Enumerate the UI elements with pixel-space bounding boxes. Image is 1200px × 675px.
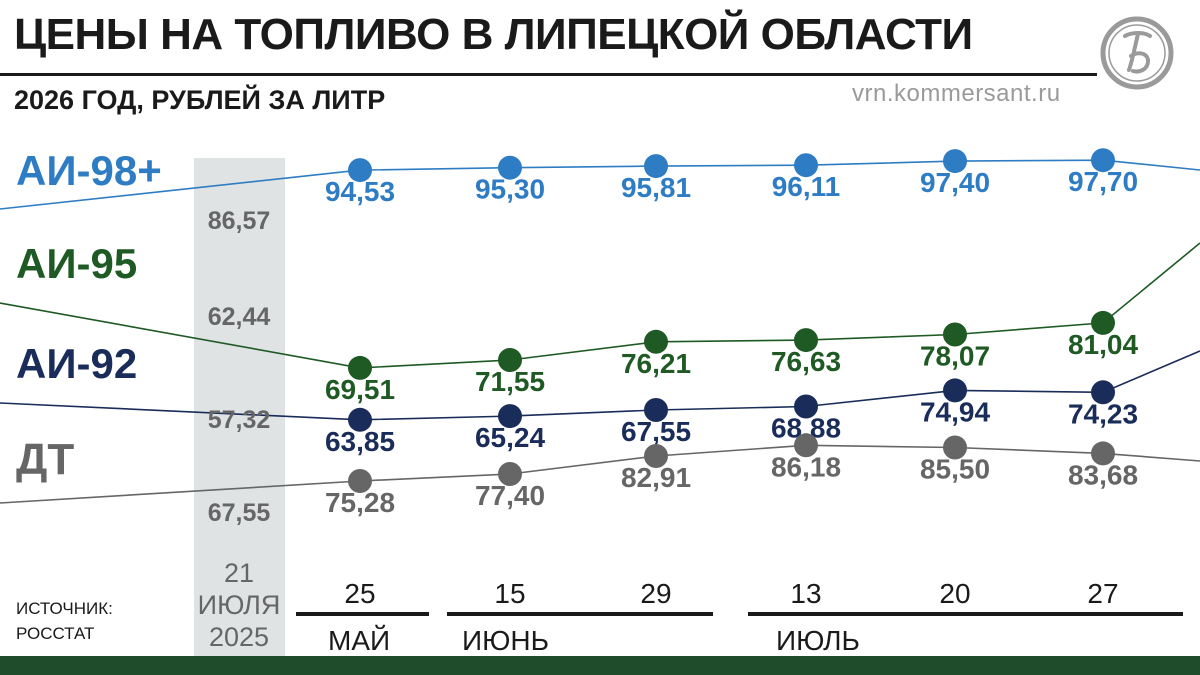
source-label: ИСТОЧНИК: xyxy=(16,599,113,618)
reference-value: 86,57 xyxy=(208,207,271,235)
series-line-0 xyxy=(0,159,1200,210)
data-label: 94,53 xyxy=(325,176,395,207)
x-tick-label: 13 xyxy=(790,578,821,609)
data-point xyxy=(794,153,818,178)
data-label: 82,91 xyxy=(621,462,691,493)
x-tick-label: 15 xyxy=(494,578,525,609)
x-tick-label: 20 xyxy=(939,578,970,609)
data-point xyxy=(348,469,372,493)
chart-subtitle: 2026 ГОД, РУБЛЕЙ ЗА ЛИТР xyxy=(14,85,386,115)
data-label: 74,23 xyxy=(1068,398,1138,429)
month-label: ИЮНЬ xyxy=(462,625,549,656)
data-label: 86,18 xyxy=(771,451,841,482)
series-line-3 xyxy=(0,444,1200,504)
reference-value: 62,44 xyxy=(208,303,271,331)
data-label: 69,51 xyxy=(325,374,395,405)
data-point xyxy=(1091,380,1115,405)
data-point xyxy=(794,433,818,458)
data-label: 77,40 xyxy=(475,480,545,511)
data-point xyxy=(1091,148,1115,173)
data-label: 63,85 xyxy=(325,426,395,457)
series-name: АИ-95 xyxy=(16,240,137,287)
data-label: 81,04 xyxy=(1068,329,1138,360)
data-label: 71,55 xyxy=(475,366,545,397)
chart-title: ЦЕНЫ НА ТОПЛИВО В ЛИПЕЦКОЙ ОБЛАСТИ xyxy=(14,10,973,59)
data-label: 67,55 xyxy=(621,416,691,447)
kommersant-logo-icon xyxy=(1100,16,1174,90)
data-point xyxy=(794,328,818,353)
data-label: 97,40 xyxy=(920,167,990,198)
data-point xyxy=(348,407,372,432)
series-name: ДТ xyxy=(16,435,74,484)
data-point xyxy=(644,329,668,354)
reference-date-label: 2025 xyxy=(209,622,269,652)
x-tick-label: 29 xyxy=(640,578,671,609)
series-line-2 xyxy=(0,350,1200,421)
reference-column xyxy=(194,158,285,658)
series-line-1 xyxy=(0,242,1200,369)
data-point xyxy=(644,398,668,422)
data-point xyxy=(1091,310,1115,335)
data-point xyxy=(498,462,522,486)
source-value: РОССТАТ xyxy=(16,624,95,643)
data-label: 83,68 xyxy=(1068,459,1138,490)
reference-value: 57,32 xyxy=(208,406,271,434)
month-underline xyxy=(296,612,429,616)
data-point xyxy=(498,348,522,372)
data-point xyxy=(498,404,522,429)
data-point xyxy=(794,394,818,419)
month-underline xyxy=(748,612,1183,616)
data-label: 78,07 xyxy=(920,341,990,372)
data-point xyxy=(644,154,668,179)
data-point xyxy=(943,149,967,174)
reference-date-label: 21 xyxy=(224,558,254,588)
website-label: vrn.kommersant.ru xyxy=(852,80,1061,107)
series-name: АИ-92 xyxy=(16,340,137,387)
data-label: 76,21 xyxy=(621,348,691,379)
data-label: 76,63 xyxy=(771,346,841,377)
data-point xyxy=(644,444,668,468)
data-label: 85,50 xyxy=(920,454,990,485)
footer-bar xyxy=(0,656,1200,675)
month-label: МАЙ xyxy=(328,625,390,656)
data-label: 97,70 xyxy=(1068,166,1138,197)
reference-value: 67,55 xyxy=(208,499,271,527)
source-note: ИСТОЧНИК: РОССТАТ xyxy=(16,596,113,646)
title-rule xyxy=(0,73,1097,76)
month-underline xyxy=(447,612,713,616)
data-label: 96,11 xyxy=(772,171,841,202)
data-point xyxy=(348,158,372,183)
x-tick-label: 27 xyxy=(1087,578,1118,609)
data-point xyxy=(943,378,967,403)
data-label: 75,28 xyxy=(325,487,395,518)
reference-date-label: ИЮЛЯ xyxy=(198,590,281,620)
x-tick-label: 25 xyxy=(344,578,375,609)
data-point xyxy=(943,322,967,347)
data-label: 74,94 xyxy=(920,396,990,427)
month-label: ИЮЛЬ xyxy=(776,625,860,656)
data-point xyxy=(1091,441,1115,466)
data-point xyxy=(498,155,522,180)
data-label: 65,24 xyxy=(475,422,545,453)
data-point xyxy=(348,355,372,380)
data-point xyxy=(943,435,967,460)
data-label: 95,30 xyxy=(475,174,545,205)
series-name: АИ-98+ xyxy=(16,147,162,194)
data-label: 95,81 xyxy=(621,172,691,203)
